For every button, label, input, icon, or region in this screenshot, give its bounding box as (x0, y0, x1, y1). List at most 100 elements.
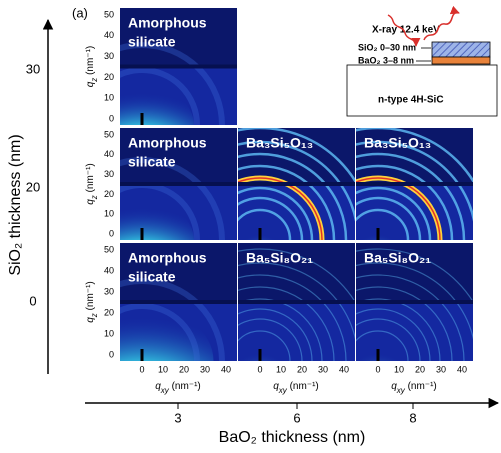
phase-label: Ba₃Si₅O₁₃ (364, 135, 431, 151)
phase-label: silicate (128, 34, 176, 50)
diffraction-ring (356, 164, 454, 240)
qz-tick-label: 40 (104, 30, 114, 40)
diffraction-ring (120, 278, 225, 361)
qxy-tick-label: 40 (221, 364, 231, 374)
diffraction-ring (356, 274, 465, 361)
phase-label: Ba₅Si₈O₂₁ (364, 250, 431, 266)
qxy-tick-label: 10 (394, 364, 404, 374)
axis-subscript: xy (278, 386, 288, 395)
axis-symbol: q (85, 317, 96, 323)
diffraction-ring (356, 308, 431, 361)
diffraction-ring (356, 286, 453, 361)
qxy-tick-label: 0 (257, 364, 262, 374)
substrate (346, 64, 498, 117)
qxy-tick-label: 40 (339, 364, 349, 374)
axis-subscript: z (90, 78, 99, 83)
phase-label: Amorphous (128, 250, 207, 266)
diffraction-ring (356, 152, 466, 240)
beamstop (258, 228, 262, 240)
diffraction-ring (238, 286, 335, 361)
diffraction-ring (356, 248, 473, 303)
scatter-blob (356, 322, 411, 361)
diffraction-ring (238, 164, 336, 240)
scatter-blob (120, 200, 194, 240)
diffraction-image (120, 243, 237, 361)
diffraction-ring (238, 152, 348, 240)
diffraction-ring (238, 298, 323, 361)
horizon-band (120, 64, 237, 69)
y-tick-label: 30 (26, 61, 40, 76)
axis-unit: (nm⁻¹) (405, 381, 437, 392)
qxy-tick-label: 0 (375, 364, 380, 374)
inset: X-ray 12.4 keV SiO₂ 0–30 nm BaO₂ 3–8 nm … (346, 5, 498, 117)
axis-unit: (nm⁻¹) (85, 163, 96, 195)
diffraction-ring (238, 262, 355, 340)
axis-symbol: q (85, 81, 96, 87)
panel-label: (a) (72, 5, 88, 20)
qxy-tick-label: 10 (158, 364, 168, 374)
diffraction-ring (238, 248, 355, 303)
axis-label: qz (nm⁻¹) (85, 163, 99, 205)
x-tick-label: 3 (174, 410, 181, 425)
x-tick-label: 8 (409, 410, 416, 425)
axis-subscript: z (90, 313, 99, 318)
sio2-layer (431, 41, 491, 58)
diffraction-image (120, 8, 237, 125)
qz-tick-label: 10 (104, 209, 114, 219)
diffraction-ring (356, 177, 441, 240)
horizon-band (120, 300, 237, 304)
qz-tick-label: 10 (104, 93, 114, 103)
diffraction-ring (356, 318, 421, 361)
qz-tick-label: 20 (104, 307, 114, 317)
incident-beam (387, 14, 421, 47)
diffraction-ring (238, 274, 347, 361)
diffraction-ring (238, 330, 291, 361)
scatter-blob (120, 306, 214, 361)
qz-tick-label: 0 (109, 349, 114, 359)
bao2-label: BaO₂ 3–8 nm (358, 55, 414, 65)
phase-label: silicate (128, 269, 176, 285)
diffraction-ring (356, 330, 409, 361)
axis-label: qxy (nm⁻¹) (155, 381, 201, 395)
axis-subscript: z (90, 195, 99, 200)
scatter-blob (238, 322, 293, 361)
qxy-tick-label: 30 (436, 364, 446, 374)
bao2-layer (431, 56, 491, 65)
axis-subscript: xy (396, 386, 406, 395)
scatter-blob (120, 85, 194, 125)
qxy-tick-label: 30 (200, 364, 210, 374)
axis-label: qz (nm⁻¹) (85, 46, 99, 88)
phase-label: Amorphous (128, 135, 207, 151)
qz-tick-label: 20 (104, 189, 114, 199)
image-top (238, 243, 355, 302)
diffraction-ring (356, 208, 410, 240)
horizon-band (238, 300, 355, 304)
qz-tick-label: 50 (104, 9, 114, 19)
qxy-tick-label: 0 (139, 364, 144, 374)
axis-label: qxy (nm⁻¹) (391, 381, 437, 395)
xray-label: X-ray 12.4 keV (372, 25, 440, 36)
qz-tick-label: 10 (104, 328, 114, 338)
axis-symbol: q (391, 381, 397, 392)
axis-unit: (nm⁻¹) (287, 381, 319, 392)
axis-subscript: xy (160, 386, 170, 395)
scatter-blob (356, 212, 402, 240)
qz-tick-label: 30 (104, 51, 114, 61)
diffraction-ring (238, 208, 292, 240)
diffraction-ring (238, 318, 303, 361)
x-axis-title: BaO₂ thickness (nm) (219, 429, 366, 446)
beamstop (140, 228, 144, 240)
qz-tick-label: 50 (104, 129, 114, 139)
y-tick-label: 0 (29, 293, 36, 308)
qxy-tick-label: 20 (415, 364, 425, 374)
image-top (120, 128, 237, 184)
horizon-band (356, 182, 473, 186)
diffraction-ring (120, 157, 225, 240)
phase-label: Amorphous (128, 15, 207, 31)
diffraction-image (238, 243, 355, 361)
horizon-band (356, 300, 473, 304)
diffraction-ring (238, 186, 314, 240)
phase-label: Ba₃Si₅O₁₃ (246, 135, 313, 151)
